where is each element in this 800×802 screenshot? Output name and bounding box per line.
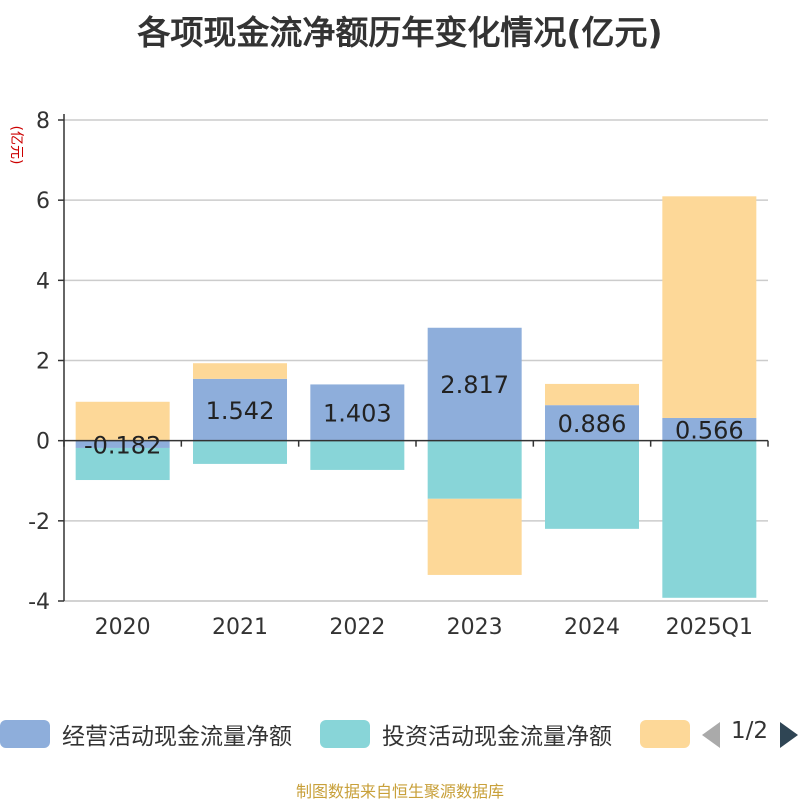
- legend-item-operating[interactable]: 经营活动现金流量净额: [0, 716, 292, 752]
- bar-segment: [427, 327, 522, 441]
- legend-item-financing[interactable]: [640, 716, 690, 752]
- chart-title: 各项现金流净额历年变化情况(亿元): [137, 13, 663, 52]
- legend-swatch: [640, 720, 690, 748]
- source-note: 制图数据来自恒生聚源数据库: [295, 782, 504, 801]
- y-tick-label: 2: [36, 350, 50, 375]
- data-label: 0.566: [675, 416, 744, 444]
- bar-segment: [193, 378, 287, 441]
- bars: [75, 196, 757, 598]
- bar-segment: [75, 440, 170, 448]
- bar-segment: [75, 447, 170, 481]
- bar-segment: [662, 440, 757, 598]
- data-label: 1.403: [323, 400, 392, 428]
- y-tick-label: -4: [28, 590, 50, 615]
- legend-page-indicator: 1/2: [731, 718, 769, 744]
- axes: 2020 2021 2022 2023 2024 2025Q1: [63, 114, 769, 640]
- legend-item-investing[interactable]: 投资活动现金流量净额: [320, 716, 612, 752]
- x-tick-label: 2022: [329, 615, 385, 640]
- bar-segment: [662, 196, 757, 418]
- bar-segment: [427, 440, 522, 499]
- legend-label: 投资活动现金流量净额: [382, 724, 612, 750]
- gridlines: [64, 119, 768, 602]
- y-axis-ticks: 8 6 4 2 0 -2 -4: [28, 109, 64, 615]
- legend-label: 经营活动现金流量净额: [62, 724, 292, 750]
- bar-segment: [193, 363, 287, 379]
- data-label: -0.182: [84, 431, 161, 459]
- y-axis-unit: (亿元): [8, 126, 24, 165]
- x-tick-label: 2023: [447, 615, 503, 640]
- y-tick-label: 6: [36, 189, 50, 214]
- y-tick-label: 0: [36, 430, 50, 455]
- y-tick-label: 4: [36, 269, 50, 294]
- legend: 经营活动现金流量净额 投资活动现金流量净额 1/2: [0, 716, 800, 756]
- bar-segment: [545, 383, 639, 406]
- legend-prev-icon[interactable]: [700, 720, 724, 750]
- y-tick-label: -2: [28, 510, 50, 535]
- legend-swatch: [320, 720, 370, 748]
- x-tick-label: 2021: [212, 615, 268, 640]
- bar-segment: [545, 405, 639, 441]
- legend-swatch: [0, 720, 50, 748]
- x-tick-label: 2025Q1: [666, 615, 753, 640]
- data-label: 1.542: [206, 397, 275, 425]
- data-label: 2.817: [440, 371, 509, 399]
- bar-segment: [662, 417, 757, 441]
- x-tick-label: 2024: [564, 615, 620, 640]
- y-tick-label: 8: [36, 109, 50, 134]
- x-tick-label: 2020: [95, 615, 151, 640]
- bar-segment: [310, 440, 405, 470]
- bar-segment: [193, 440, 287, 464]
- bar-segment: [427, 498, 522, 575]
- legend-next-icon[interactable]: [778, 720, 800, 750]
- data-labels: -0.182 1.542 1.403 2.817 0.886 0.566: [84, 371, 744, 459]
- bar-segment: [310, 384, 405, 441]
- bar-segment: [75, 401, 170, 441]
- bar-segment: [545, 440, 639, 529]
- data-label: 0.886: [558, 410, 627, 438]
